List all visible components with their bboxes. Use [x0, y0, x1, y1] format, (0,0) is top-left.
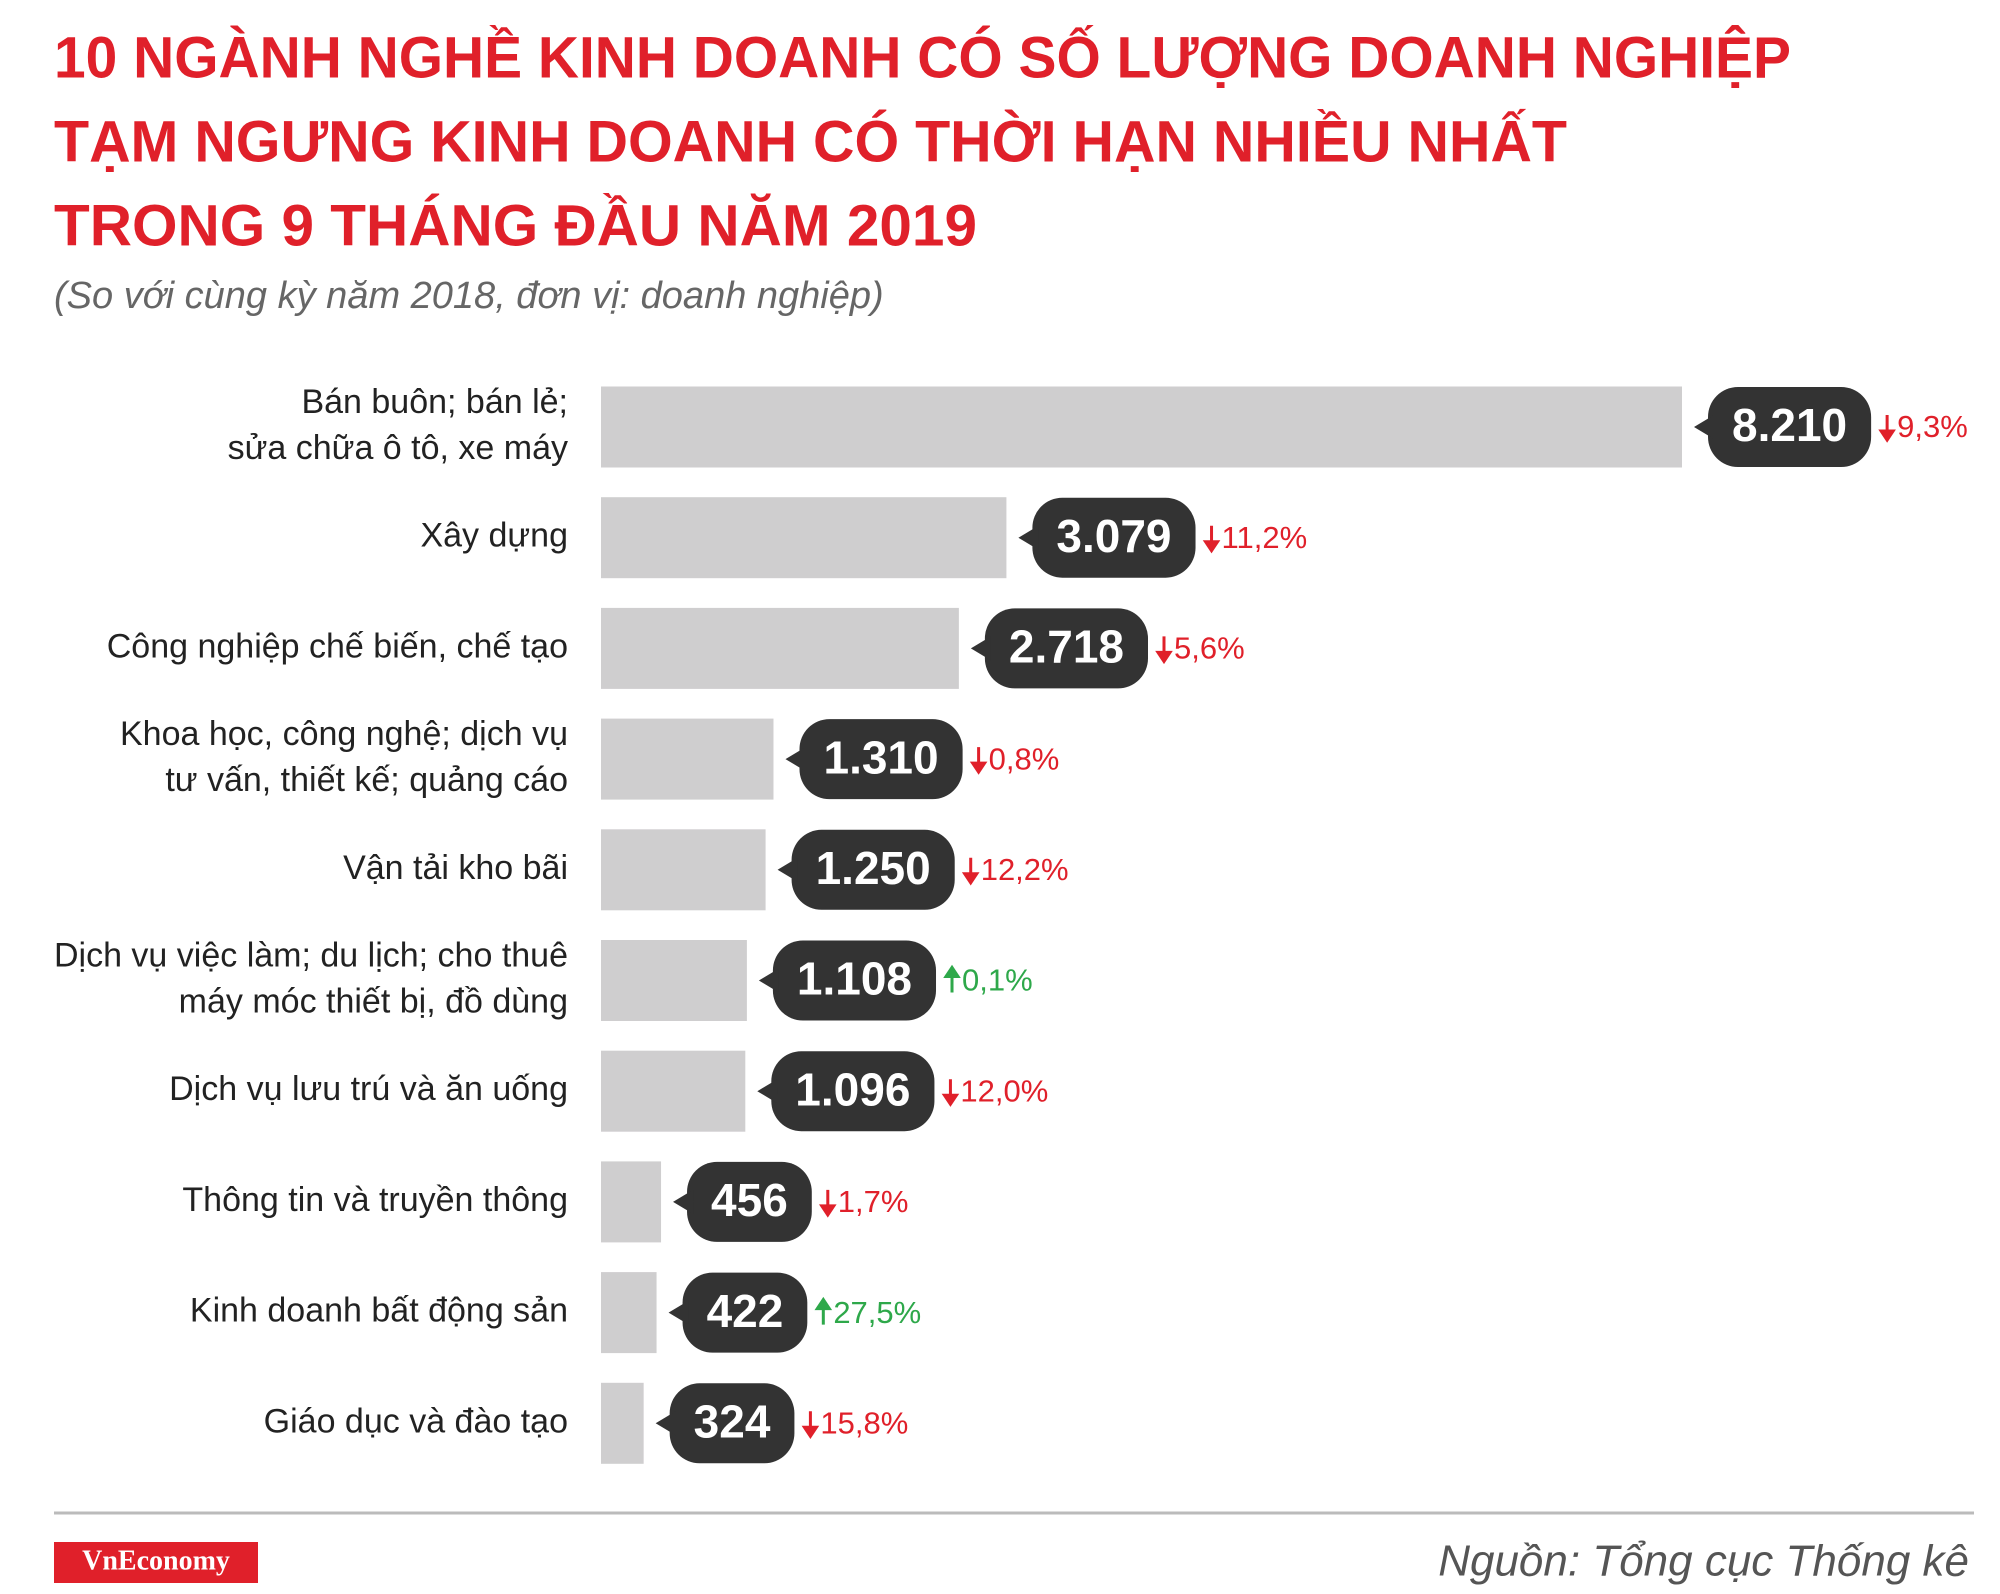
- value-bubble: [771, 1051, 935, 1132]
- change-arrow: [814, 1296, 833, 1325]
- value-label: 422: [707, 1285, 784, 1337]
- change-label: 5,6%: [1174, 631, 1245, 666]
- bar: [601, 386, 1682, 468]
- change-arrow: [1878, 415, 1896, 443]
- bar: [601, 1050, 746, 1132]
- change-arrow: [801, 1411, 820, 1440]
- change-arrow: [818, 1189, 837, 1218]
- bubble-pointer: [1694, 415, 1714, 439]
- change-label: 12,0%: [960, 1073, 1048, 1108]
- bar: [601, 1161, 662, 1243]
- category-label: Vận tải kho bãi: [343, 849, 568, 887]
- change-label: 9,3%: [1897, 409, 1968, 444]
- value-bubble: [799, 719, 963, 800]
- bar: [601, 607, 959, 689]
- change-label: 0,1%: [962, 963, 1033, 998]
- value-label: 3.079: [1056, 510, 1171, 562]
- change-label: 12,2%: [981, 852, 1069, 887]
- change-arrow: [1155, 636, 1173, 665]
- value-label: 456: [711, 1174, 788, 1226]
- value-bubble: [1032, 497, 1196, 578]
- change-label: 11,2%: [1222, 520, 1308, 555]
- change-label: 1,7%: [838, 1184, 909, 1219]
- bubble-pointer: [655, 1411, 676, 1436]
- category-label: Giáo dục và đào tạo: [264, 1402, 568, 1440]
- change-arrow: [1202, 525, 1221, 554]
- title-line: TẠM NGƯNG KINH DOANH CÓ THỜI HẠN NHIỀU N…: [54, 109, 1567, 174]
- change-arrow: [943, 964, 961, 993]
- category-label: Công nghiệp chế biến, chế tạo: [107, 627, 568, 665]
- bubble-pointer: [785, 747, 806, 772]
- category-label: máy móc thiết bị, đồ dùng: [179, 982, 568, 1020]
- value-label: 1.108: [797, 953, 912, 1005]
- category-label: Xây dựng: [420, 517, 568, 555]
- bubble-pointer: [668, 1300, 689, 1325]
- change-arrow: [961, 857, 980, 886]
- bubble-pointer: [757, 1079, 778, 1104]
- value-label: 1.096: [795, 1063, 910, 1115]
- value-bubble: [772, 940, 937, 1021]
- change-label: 27,5%: [833, 1295, 921, 1330]
- bar: [601, 829, 766, 911]
- category-label: Khoa học, công nghệ; dịch vụ: [120, 715, 568, 753]
- category-label: Kinh doanh bất động sản: [190, 1292, 568, 1330]
- bar: [601, 718, 774, 800]
- bar: [601, 940, 747, 1021]
- category-label: tư vấn, thiết kế; quảng cáo: [165, 761, 568, 799]
- value-label: 324: [694, 1395, 771, 1447]
- bar: [601, 497, 1007, 579]
- brand: VnEconomy: [82, 1545, 230, 1576]
- value-bubble: [687, 1161, 812, 1242]
- bar: [601, 1382, 644, 1464]
- value-bubble: [1708, 387, 1872, 467]
- source: Nguồn: Tổng cục Thống kê: [1438, 1537, 1969, 1586]
- category-label: Thông tin và truyền thông: [182, 1181, 568, 1219]
- bubble-pointer: [673, 1189, 694, 1214]
- brand-box: [54, 1542, 258, 1583]
- bar: [601, 1272, 657, 1354]
- category-label: Dịch vụ việc làm; du lịch; cho thuê: [54, 936, 568, 974]
- subtitle: (So với cùng kỳ năm 2018, đơn vị: doanh …: [54, 275, 884, 317]
- change-arrow: [969, 747, 988, 775]
- bubble-pointer: [970, 636, 991, 661]
- category-label: sửa chữa ô tô, xe máy: [228, 429, 568, 467]
- value-label: 1.310: [823, 731, 938, 783]
- bubble-pointer: [758, 968, 779, 993]
- value-label: 2.718: [1009, 621, 1124, 673]
- value-label: 8.210: [1732, 399, 1847, 451]
- value-label: 1.250: [816, 842, 931, 894]
- value-bubble: [682, 1272, 808, 1353]
- value-bubble: [791, 829, 955, 910]
- bubble-pointer: [777, 857, 798, 882]
- value-bubble: [669, 1383, 795, 1464]
- category-label: Bán buôn; bán lẻ;: [301, 383, 568, 421]
- change-label: 0,8%: [989, 741, 1060, 776]
- title: 10 NGÀNH NGHỀ KINH DOANH CÓ SỐ LƯỢNG DOA…: [54, 25, 1791, 258]
- category-label: Dịch vụ lưu trú và ăn uống: [169, 1070, 568, 1108]
- change-label: 15,8%: [820, 1405, 908, 1440]
- title-line: TRONG 9 THÁNG ĐẦU NĂM 2019: [54, 193, 977, 258]
- title-line: 10 NGÀNH NGHỀ KINH DOANH CÓ SỐ LƯỢNG DOA…: [54, 25, 1791, 90]
- value-bubble: [984, 608, 1149, 689]
- bubble-pointer: [1018, 525, 1039, 550]
- change-arrow: [941, 1079, 960, 1107]
